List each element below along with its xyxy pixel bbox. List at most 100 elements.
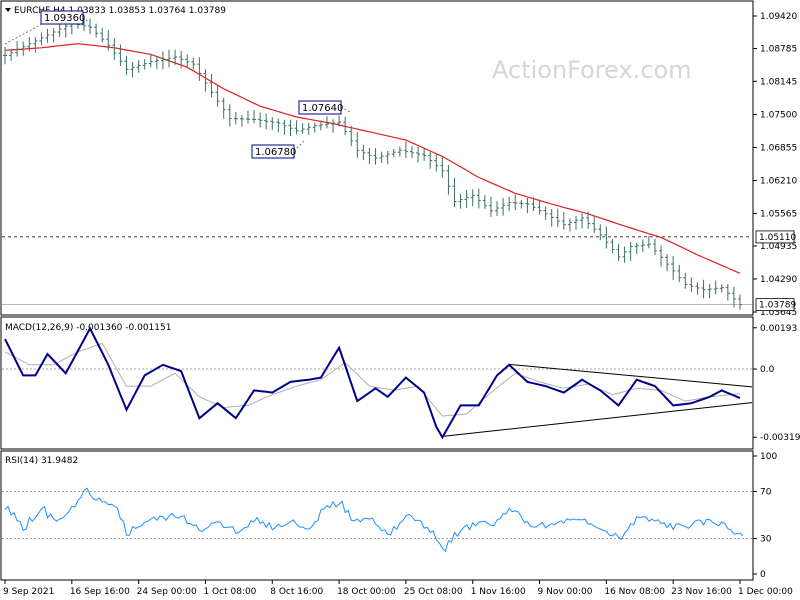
rsi-panel-frame xyxy=(0,450,754,581)
price-bar xyxy=(51,28,56,43)
price-y-tick-label: 1.06210 xyxy=(760,177,797,187)
x-tick-label: 23 Nov 16:00 xyxy=(671,587,732,597)
price-bar xyxy=(306,122,311,135)
price-bar xyxy=(434,153,439,172)
annotation-dashed-line xyxy=(340,106,351,113)
price-bar xyxy=(519,199,524,209)
x-tick-label: 25 Oct 08:00 xyxy=(404,587,463,597)
current-price-label: 1.03789 xyxy=(759,301,796,311)
price-bar xyxy=(57,24,62,37)
price-annotation-label: 1.09360 xyxy=(44,13,85,24)
price-bar xyxy=(640,239,645,252)
rsi-panel-title: RSI(14) 31.9482 xyxy=(5,456,78,466)
price-bar xyxy=(324,116,329,129)
x-tick-label: 16 Nov 08:00 xyxy=(604,587,665,597)
price-bar xyxy=(580,213,585,229)
price-y-tick-label: 1.08785 xyxy=(760,45,797,55)
price-bar xyxy=(440,157,445,178)
price-annotation-label: 1.07640 xyxy=(302,103,343,114)
price-bar xyxy=(106,30,111,51)
price-bar xyxy=(652,238,657,255)
price-bar xyxy=(555,208,560,227)
x-tick-label: 1 Dec 00:00 xyxy=(738,587,793,597)
price-bar xyxy=(209,74,214,98)
price-bar xyxy=(270,117,275,131)
price-bar xyxy=(136,59,141,73)
price-bar xyxy=(94,23,99,38)
price-bar xyxy=(221,97,226,119)
price-bar xyxy=(197,57,202,81)
price-bar xyxy=(130,61,135,78)
price-bar xyxy=(191,57,196,70)
moving-average-line xyxy=(4,43,741,274)
price-bar xyxy=(488,196,493,217)
price-bar xyxy=(646,235,651,249)
price-bar xyxy=(148,54,153,68)
price-bar xyxy=(142,59,147,70)
price-bar xyxy=(27,36,32,52)
price-y-tick-label: 1.03645 xyxy=(760,308,797,318)
price-bar xyxy=(525,197,530,213)
annotation-dashed-line xyxy=(293,139,306,152)
price-bar xyxy=(452,177,457,207)
price-bar xyxy=(604,226,609,249)
price-bar xyxy=(482,195,487,209)
price-bar xyxy=(592,215,597,234)
rsi-y-tick-label: 70 xyxy=(760,487,772,497)
rsi-line xyxy=(4,487,744,553)
price-y-tick-label: 1.06855 xyxy=(760,143,797,153)
price-bar xyxy=(173,49,178,65)
price-bar xyxy=(543,206,548,220)
price-bar xyxy=(561,211,566,230)
price-bar xyxy=(337,115,342,127)
price-bar xyxy=(233,112,238,125)
price-bar xyxy=(719,284,724,293)
price-bar xyxy=(628,241,633,261)
price-bar xyxy=(713,280,718,295)
price-bar xyxy=(118,44,123,67)
price-bar xyxy=(531,197,536,212)
support-level-box xyxy=(755,230,795,244)
price-bar xyxy=(9,49,14,61)
price-bar xyxy=(501,197,506,216)
macd-line xyxy=(4,326,741,440)
price-bar xyxy=(379,151,384,163)
price-bar xyxy=(428,151,433,169)
price-bar xyxy=(738,294,742,310)
price-bar xyxy=(318,120,323,131)
price-bar xyxy=(409,146,414,158)
macd-trendline xyxy=(442,402,753,437)
price-bar xyxy=(416,146,421,163)
price-bar xyxy=(422,148,427,161)
price-bar xyxy=(245,110,250,124)
price-bar xyxy=(458,193,463,209)
price-annotation-box xyxy=(298,100,342,115)
price-bar xyxy=(537,200,542,215)
price-bar xyxy=(367,148,372,164)
price-bar xyxy=(33,37,38,53)
macd-panel-frame xyxy=(0,316,754,450)
price-bar xyxy=(677,264,682,283)
price-bar xyxy=(513,194,518,211)
price-bar xyxy=(731,286,736,308)
price-bar xyxy=(573,215,578,230)
price-bar xyxy=(288,119,293,137)
price-bar xyxy=(88,18,93,35)
price-bar xyxy=(3,46,7,65)
price-y-tick-label: 1.07500 xyxy=(760,110,797,120)
price-bar xyxy=(598,224,603,241)
price-y-tick-label: 1.04290 xyxy=(760,275,797,285)
price-bar xyxy=(167,49,172,68)
price-bar xyxy=(373,148,378,165)
x-tick-label: 18 Oct 00:00 xyxy=(337,587,396,597)
price-bar xyxy=(124,55,129,76)
price-bar xyxy=(15,41,20,57)
price-bar xyxy=(476,188,481,209)
price-bar xyxy=(683,272,688,289)
price-bar xyxy=(701,279,706,299)
chevron-down-icon[interactable] xyxy=(5,8,11,12)
price-bar xyxy=(361,144,366,161)
price-bar xyxy=(610,238,615,254)
price-bar xyxy=(725,284,730,301)
